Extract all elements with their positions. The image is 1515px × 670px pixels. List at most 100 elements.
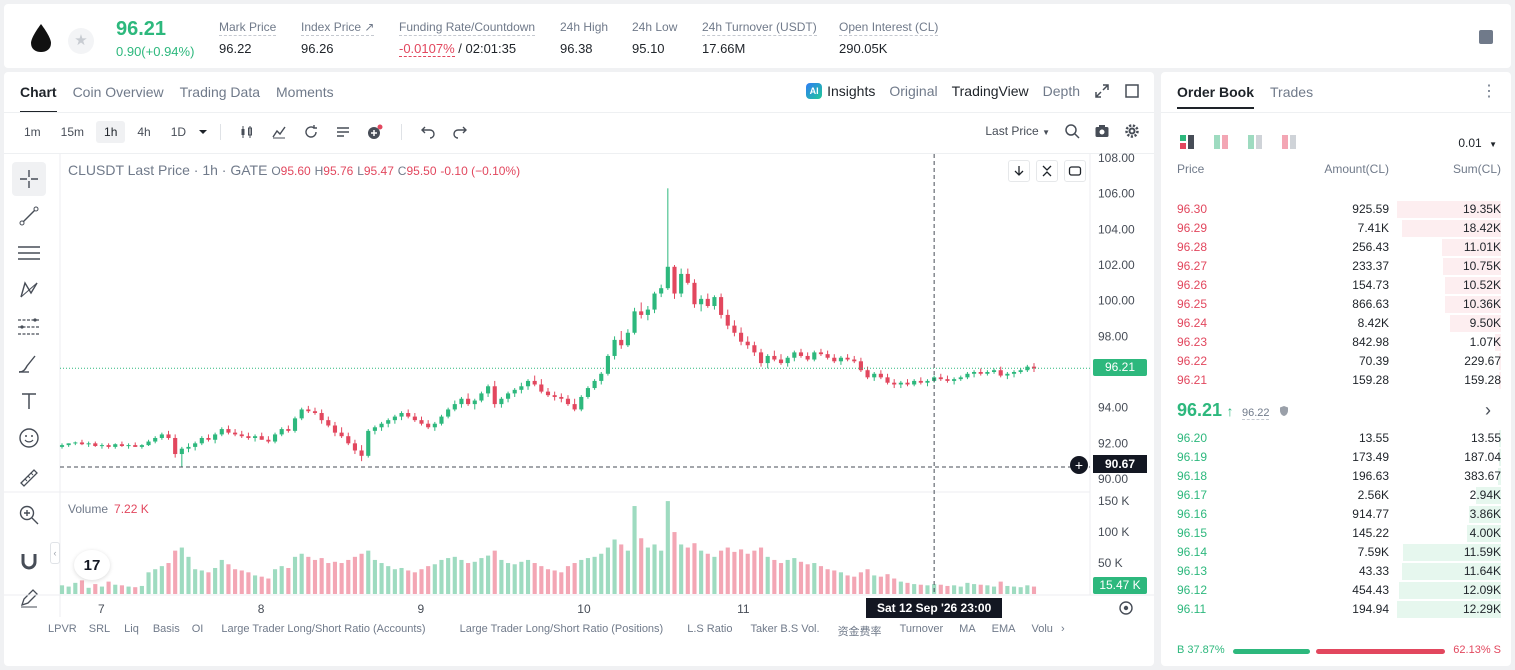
ruler-tool-icon[interactable] bbox=[12, 461, 46, 495]
zoom-in-tool-icon[interactable] bbox=[12, 498, 46, 532]
camera-icon[interactable] bbox=[1094, 123, 1110, 139]
collapse-icon[interactable] bbox=[1036, 160, 1058, 182]
indicator-ema[interactable]: EMA bbox=[991, 623, 1016, 635]
ask-row[interactable]: 96.30 925.59 19.35K bbox=[1177, 200, 1501, 219]
ask-row[interactable]: 96.25 866.63 10.36K bbox=[1177, 295, 1501, 314]
insights-tab[interactable]: AI Insights bbox=[806, 83, 875, 99]
brush-tool-icon[interactable] bbox=[12, 347, 46, 381]
tab-coin-overview[interactable]: Coin Overview bbox=[72, 84, 164, 100]
volume-bar bbox=[372, 559, 377, 594]
fib-tool-icon[interactable] bbox=[12, 310, 46, 344]
expand-icon[interactable] bbox=[1094, 83, 1110, 99]
view-both-icon[interactable] bbox=[1179, 134, 1195, 150]
stat-index-price[interactable]: Index Price ↗ 96.26 bbox=[301, 18, 375, 56]
view-bids-asks-icon[interactable] bbox=[1213, 134, 1229, 150]
tab-order-book[interactable]: Order Book bbox=[1177, 84, 1255, 109]
gear-icon[interactable] bbox=[1124, 123, 1140, 139]
indicator-ls-ratio[interactable]: L.S Ratio bbox=[687, 623, 733, 635]
view-asks-icon[interactable] bbox=[1281, 134, 1297, 150]
interval-1m[interactable]: 1m bbox=[24, 125, 41, 139]
book-icon[interactable] bbox=[1479, 30, 1493, 44]
candle-body bbox=[332, 425, 338, 433]
row-amount: 145.22 bbox=[1352, 526, 1389, 540]
bid-row[interactable]: 96.18 196.63 383.67 bbox=[1177, 467, 1501, 486]
horizontal-lines-tool-icon[interactable] bbox=[12, 236, 46, 270]
indicator-lt-ratio-positions[interactable]: Large Trader Long/Short Ratio (Positions… bbox=[459, 623, 664, 635]
indicators-icon[interactable] bbox=[265, 121, 293, 143]
tab-trades[interactable]: Trades bbox=[1270, 84, 1314, 100]
chevron-down-icon[interactable] bbox=[198, 128, 208, 136]
interval-15m[interactable]: 15m bbox=[60, 125, 85, 139]
bid-row[interactable]: 96.14 7.59K 11.59K bbox=[1177, 543, 1501, 562]
favorite-star-icon[interactable]: ★ bbox=[68, 28, 94, 54]
add-alert-icon[interactable] bbox=[361, 121, 389, 143]
indicator-volume[interactable]: Volu bbox=[1031, 623, 1053, 635]
pencil-lock-tool-icon[interactable] bbox=[12, 581, 46, 615]
ask-row[interactable]: 96.21 159.28 159.28 bbox=[1177, 371, 1501, 390]
bid-row[interactable]: 96.17 2.56K 2.94K bbox=[1177, 486, 1501, 505]
row-price: 96.30 bbox=[1177, 202, 1208, 216]
redo-icon[interactable] bbox=[446, 121, 474, 143]
template-icon[interactable] bbox=[329, 121, 357, 143]
window-icon[interactable] bbox=[1124, 83, 1140, 99]
bid-row[interactable]: 96.11 194.94 12.29K bbox=[1177, 600, 1501, 619]
indicator-lt-ratio-accounts[interactable]: Large Trader Long/Short Ratio (Accounts) bbox=[221, 623, 426, 635]
bid-row[interactable]: 96.13 43.33 11.64K bbox=[1177, 562, 1501, 581]
bid-row[interactable]: 96.15 145.22 4.00K bbox=[1177, 524, 1501, 543]
undo-icon[interactable] bbox=[414, 121, 442, 143]
ask-row[interactable]: 96.29 7.41K 18.42K bbox=[1177, 219, 1501, 238]
bid-row[interactable]: 96.20 13.55 13.55 bbox=[1177, 429, 1501, 448]
tab-trading-data[interactable]: Trading Data bbox=[179, 84, 261, 100]
ask-row[interactable]: 96.28 256.43 11.01K bbox=[1177, 238, 1501, 257]
more-vertical-icon[interactable]: ⋮ bbox=[1481, 83, 1497, 100]
ask-row[interactable]: 96.23 842.98 1.07K bbox=[1177, 333, 1501, 352]
add-order-plus-icon[interactable]: + bbox=[1070, 456, 1088, 474]
interval-4h[interactable]: 4h bbox=[137, 125, 151, 139]
precision-select[interactable]: 0.01 ▼ bbox=[1458, 136, 1497, 150]
indicator-liq[interactable]: Liq bbox=[124, 623, 139, 635]
chevron-left-icon[interactable]: ‹ bbox=[50, 542, 60, 564]
ask-row[interactable]: 96.26 154.73 10.52K bbox=[1177, 276, 1501, 295]
chevron-right-icon[interactable]: › bbox=[1060, 623, 1065, 635]
indicator-ma[interactable]: MA bbox=[959, 623, 976, 635]
settings-circle-icon[interactable] bbox=[1118, 600, 1134, 616]
indicator-turnover[interactable]: Turnover bbox=[899, 623, 944, 635]
indicator-oi[interactable]: OI bbox=[191, 623, 204, 635]
mid-price-row[interactable]: 96.21 ↑ 96.22 › bbox=[1177, 400, 1501, 424]
ask-row[interactable]: 96.22 70.39 229.67 bbox=[1177, 352, 1501, 371]
candle-body bbox=[326, 420, 331, 426]
candles-icon[interactable] bbox=[233, 121, 261, 143]
trendline-tool-icon[interactable] bbox=[12, 199, 46, 233]
loop-icon[interactable] bbox=[1064, 160, 1086, 182]
chevron-right-icon[interactable]: › bbox=[1485, 400, 1491, 420]
search-icon[interactable] bbox=[1064, 123, 1080, 139]
ask-row[interactable]: 96.27 233.37 10.75K bbox=[1177, 257, 1501, 276]
bid-row[interactable]: 96.16 914.77 3.86K bbox=[1177, 505, 1501, 524]
price-source-select[interactable]: Last Price ▼ bbox=[985, 124, 1050, 138]
emoji-tool-icon[interactable] bbox=[12, 421, 46, 455]
arrow-down-icon[interactable] bbox=[1008, 160, 1030, 182]
crosshair-tool-icon[interactable] bbox=[12, 162, 46, 196]
view-bids-icon[interactable] bbox=[1247, 134, 1263, 150]
indicator-taker-vol[interactable]: Taker B.S Vol. bbox=[750, 623, 820, 635]
tab-original[interactable]: Original bbox=[889, 83, 938, 99]
replay-icon[interactable] bbox=[297, 121, 325, 143]
indicator-srl[interactable]: SRL bbox=[88, 623, 111, 635]
tab-depth[interactable]: Depth bbox=[1042, 83, 1080, 99]
interval-1h[interactable]: 1h bbox=[96, 121, 126, 143]
interval-1d[interactable]: 1D bbox=[170, 125, 187, 139]
bid-row[interactable]: 96.19 173.49 187.04 bbox=[1177, 448, 1501, 467]
candle-body bbox=[599, 373, 604, 381]
text-tool-icon[interactable] bbox=[12, 384, 46, 418]
candlestick-chart[interactable]: 108.00106.00104.00102.00100.0098.0096.00… bbox=[4, 72, 1154, 666]
ask-row[interactable]: 96.24 8.42K 9.50K bbox=[1177, 314, 1501, 333]
indicator-basis[interactable]: Basis bbox=[152, 623, 180, 635]
volume-bar bbox=[199, 570, 204, 594]
indicator-funding-rate[interactable]: 资金费率 bbox=[837, 626, 882, 638]
tab-tradingview[interactable]: TradingView bbox=[951, 83, 1029, 99]
bid-row[interactable]: 96.12 454.43 12.09K bbox=[1177, 581, 1501, 600]
magnet-tool-icon[interactable] bbox=[12, 544, 46, 578]
indicator-lpvr[interactable]: LPVR bbox=[48, 623, 77, 635]
tab-moments[interactable]: Moments bbox=[276, 84, 334, 100]
pattern-tool-icon[interactable] bbox=[12, 273, 46, 307]
